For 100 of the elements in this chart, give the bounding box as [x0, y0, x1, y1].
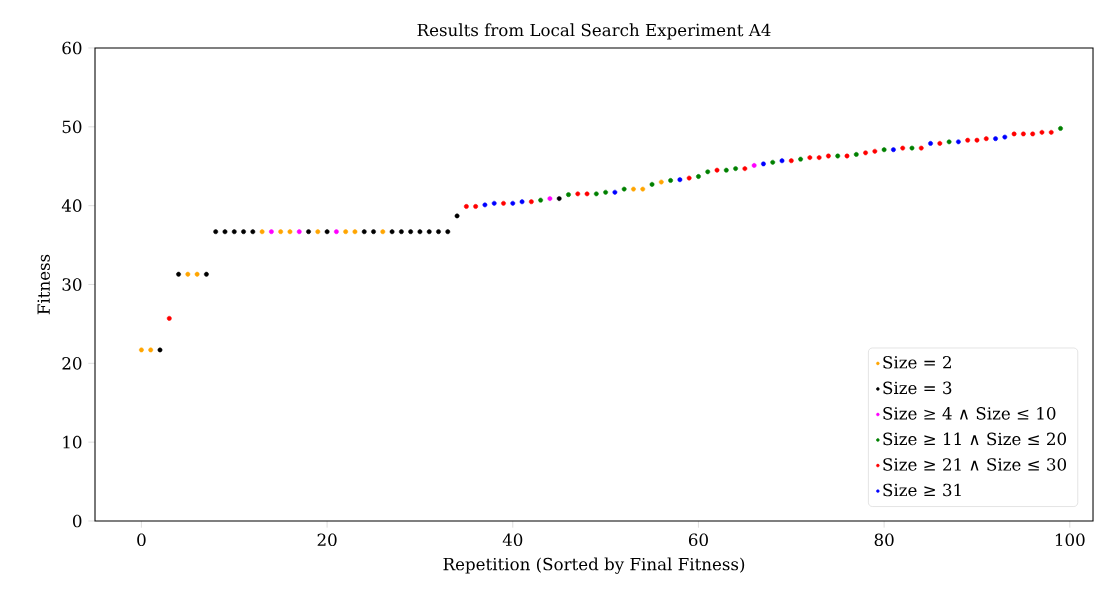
- point: [909, 145, 915, 151]
- point: [723, 167, 729, 173]
- point: [454, 213, 460, 219]
- point: [677, 177, 683, 183]
- point: [528, 199, 534, 205]
- point: [621, 186, 627, 192]
- point: [287, 229, 293, 235]
- y-tick-label: 40: [61, 199, 82, 212]
- point: [928, 140, 933, 146]
- x-tick-label: 0: [137, 533, 146, 547]
- legend-label: Size ≥ 31: [883, 483, 961, 497]
- point: [844, 153, 850, 159]
- x-tick-label: 20: [317, 533, 337, 547]
- point: [426, 229, 432, 235]
- point: [881, 147, 887, 153]
- point: [584, 191, 590, 197]
- point: [278, 229, 284, 235]
- point: [742, 166, 748, 172]
- point: [816, 155, 822, 160]
- point: [408, 229, 414, 235]
- point: [900, 145, 906, 151]
- point: [974, 137, 980, 143]
- point: [501, 200, 506, 206]
- point: [696, 174, 701, 179]
- point: [668, 178, 674, 183]
- point: [463, 204, 469, 209]
- legend-label: Size = 3: [883, 381, 952, 395]
- point: [993, 136, 998, 142]
- point: [204, 271, 209, 277]
- point: [705, 169, 711, 175]
- point: [259, 229, 265, 235]
- point: [222, 229, 228, 235]
- point: [371, 229, 376, 235]
- point: [779, 158, 785, 164]
- point: [491, 200, 497, 206]
- point: [761, 161, 766, 167]
- point: [324, 229, 330, 235]
- y-tick-label: 10: [63, 435, 82, 449]
- point: [343, 229, 349, 235]
- point: [640, 186, 646, 192]
- point: [380, 229, 386, 235]
- point: [1048, 129, 1054, 135]
- point: [166, 316, 172, 321]
- x-tick-label: 60: [688, 533, 708, 547]
- point: [798, 156, 803, 162]
- point: [956, 139, 961, 145]
- point: [918, 145, 924, 151]
- point: [965, 137, 971, 143]
- point: [519, 199, 525, 205]
- point: [473, 204, 479, 209]
- point: [538, 197, 544, 203]
- point: [148, 347, 154, 353]
- y-tick-label: 20: [62, 357, 82, 370]
- point: [566, 192, 571, 198]
- point: [389, 229, 395, 235]
- chart-title: Results from Local Search Experiment A4: [417, 23, 771, 40]
- point: [603, 189, 609, 195]
- point: [157, 347, 163, 353]
- point: [510, 200, 516, 206]
- point: [1058, 126, 1063, 131]
- point: [333, 229, 339, 235]
- point: [306, 229, 311, 235]
- point: [185, 271, 191, 277]
- point: [139, 347, 144, 353]
- y-axis-title: Fitness: [37, 254, 50, 315]
- point: [417, 229, 423, 235]
- point: [872, 148, 878, 154]
- point: [1030, 131, 1036, 137]
- point: [826, 153, 831, 159]
- point: [891, 147, 896, 153]
- point: [983, 136, 989, 142]
- point: [231, 229, 237, 235]
- legend-label: Size ≥ 4 ∧ Size ≤ 10: [883, 407, 1056, 420]
- x-tick-label: 40: [502, 533, 523, 547]
- point: [733, 166, 738, 172]
- point: [593, 191, 599, 197]
- legend-label: Size ≥ 11 ∧ Size ≤ 20: [883, 432, 1067, 446]
- point: [714, 167, 720, 173]
- point: [1002, 134, 1008, 140]
- legend-label: Size = 2: [883, 355, 951, 369]
- point: [250, 229, 256, 235]
- point: [547, 196, 553, 201]
- point: [835, 153, 841, 159]
- point: [1011, 131, 1017, 137]
- point: [361, 229, 367, 235]
- point: [315, 229, 321, 235]
- point: [482, 202, 488, 208]
- point: [445, 229, 451, 235]
- point: [612, 189, 618, 195]
- point: [863, 150, 868, 156]
- x-tick-label: 80: [874, 533, 894, 547]
- point: [788, 158, 794, 164]
- point: [1020, 131, 1026, 137]
- point: [937, 140, 943, 146]
- point: [241, 229, 246, 235]
- point: [268, 229, 274, 235]
- y-tick-label: 30: [62, 278, 82, 291]
- point: [686, 175, 692, 181]
- x-axis-title: Repetition (Sorted by Final Fitness): [443, 557, 745, 574]
- point: [751, 163, 757, 168]
